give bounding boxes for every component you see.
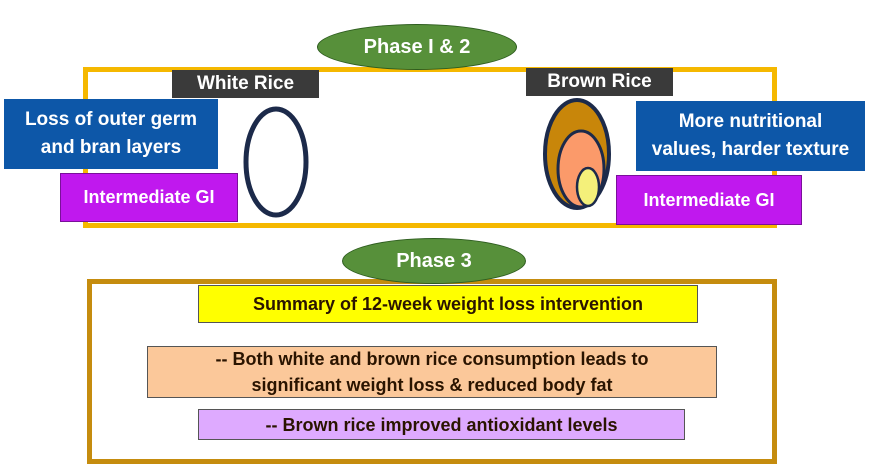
brown-rice-gi-label: Intermediate GI [616, 175, 802, 225]
white-rice-grain-icon [243, 106, 309, 218]
finding-antioxidant: -- Brown rice improved antioxidant level… [198, 409, 685, 440]
white-rice-label: White Rice [172, 70, 319, 98]
brown-rice-label: Brown Rice [526, 68, 673, 96]
white-rice-gi-label: Intermediate GI [60, 173, 238, 222]
phase3-title: Phase 3 [342, 238, 526, 284]
finding-weight-loss: -- Both white and brown rice consumption… [147, 346, 717, 398]
brown-rice-grain-icon [543, 98, 611, 210]
white-rice-description: Loss of outer germ and bran layers [4, 99, 218, 169]
brown-rice-description: More nutritional values, harder texture [636, 101, 865, 171]
summary-title: Summary of 12-week weight loss intervent… [198, 285, 698, 323]
phase12-title: Phase I & 2 [317, 24, 517, 70]
